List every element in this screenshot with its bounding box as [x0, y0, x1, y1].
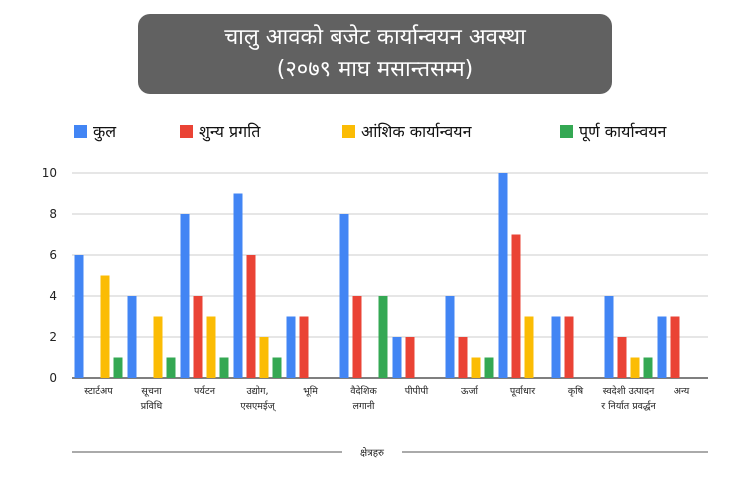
bar [166, 357, 176, 378]
legend-label-partial: आंशिक कार्यान्वयन [361, 122, 472, 141]
x-tick-label: एसएमईज् [240, 400, 276, 412]
bar [233, 193, 243, 378]
bar [219, 357, 229, 378]
chart-title: चालु आवको बजेट कार्यान्वयन अवस्था [224, 25, 526, 50]
x-axis-title: क्षेत्रहरु [360, 447, 385, 459]
bar [511, 234, 521, 378]
legend-label-zero-progress: शुन्य प्रगति [199, 122, 261, 141]
bar [339, 214, 349, 378]
bar [180, 214, 190, 378]
bar [643, 357, 653, 378]
x-tick-label: पीपीपी [405, 385, 429, 397]
bar [564, 316, 574, 378]
bar [498, 173, 508, 378]
x-tick-label: स्वदेशी उत्पादन [603, 385, 655, 397]
legend-item-zero-progress: शुन्य प्रगति [180, 120, 260, 142]
y-tick-label: 10 [42, 166, 57, 180]
y-tick-label: 4 [49, 289, 57, 303]
bar [113, 357, 123, 378]
x-tick-label: पर्यटन [194, 385, 216, 397]
x-tick-label: भूमि [303, 385, 318, 397]
legend-item-partial: आंशिक कार्यान्वयन [342, 120, 471, 142]
bar [153, 316, 163, 378]
bar [670, 316, 680, 378]
bar [471, 357, 481, 378]
bar [484, 357, 494, 378]
y-tick-label: 0 [49, 371, 57, 385]
x-tick-label: उद्योग, [246, 385, 268, 397]
bar [524, 316, 534, 378]
y-tick-label: 8 [49, 207, 57, 221]
bar [405, 337, 415, 378]
legend: कुल शुन्य प्रगति आंशिक कार्यान्वयन पूर्ण… [0, 120, 754, 144]
bar [458, 337, 468, 378]
x-tick-label: सूचना [141, 386, 162, 397]
bar [445, 296, 455, 378]
bar [604, 296, 614, 378]
bar [193, 296, 203, 378]
y-tick-label: 6 [49, 248, 57, 262]
bar [299, 316, 309, 378]
x-tick-label: ऊर्जा [461, 385, 479, 397]
legend-swatch-zero-progress [180, 124, 193, 138]
x-tick-label: स्टार्टअप [84, 385, 113, 397]
x-tick-label: प्रविधि [141, 400, 163, 412]
bar [392, 337, 402, 378]
bar [352, 296, 362, 378]
legend-item-total: कुल [74, 120, 116, 142]
legend-item-complete: पूर्ण कार्यान्वयन [560, 120, 666, 142]
bar [272, 357, 282, 378]
legend-label-complete: पूर्ण कार्यान्वयन [579, 122, 667, 141]
y-tick-label: 2 [49, 330, 57, 344]
legend-swatch-partial [342, 124, 355, 138]
bar [657, 316, 667, 378]
legend-swatch-total [74, 124, 87, 138]
bar [630, 357, 640, 378]
x-tick-label: र निर्यात प्रवर्द्धन [601, 400, 656, 412]
chart-title-box: चालु आवको बजेट कार्यान्वयन अवस्था (२०७९ … [138, 14, 612, 94]
bar [206, 316, 216, 378]
x-tick-label: कृषि [568, 385, 584, 397]
bar [74, 255, 84, 378]
x-tick-label: लगानी [353, 400, 376, 412]
bar [127, 296, 137, 378]
legend-swatch-complete [560, 124, 573, 138]
x-tick-label: वैदेशिक [350, 385, 377, 397]
bar [246, 255, 256, 378]
bar [551, 316, 561, 378]
x-tick-label: पूर्वाधार [510, 385, 536, 397]
chart-subtitle: (२०७९ माघ मसान्तसम्म) [276, 57, 474, 82]
bar [378, 296, 388, 378]
bar [286, 316, 296, 378]
bar [100, 275, 110, 378]
bar [617, 337, 627, 378]
legend-label-total: कुल [93, 122, 117, 141]
bar [259, 337, 269, 378]
x-tick-label: अन्य [674, 386, 690, 397]
